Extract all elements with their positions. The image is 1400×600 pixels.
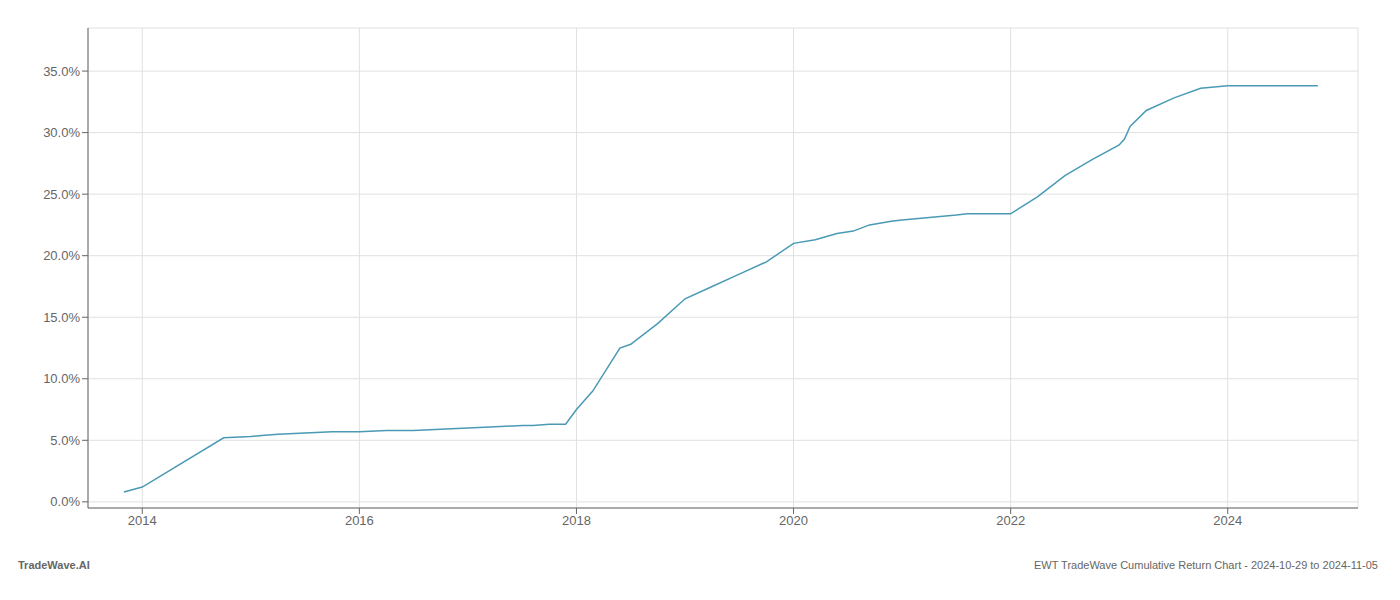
svg-text:0.0%: 0.0% (50, 494, 80, 509)
svg-text:10.0%: 10.0% (43, 371, 80, 386)
svg-text:2022: 2022 (996, 513, 1025, 528)
svg-text:35.0%: 35.0% (43, 64, 80, 79)
html-text:EWT TradeWave Cumulative Retur: EWT TradeWave Cumulative Return Chart - … (1034, 559, 1378, 571)
svg-text:2018: 2018 (562, 513, 591, 528)
svg-text:2020: 2020 (779, 513, 808, 528)
svg-text:2016: 2016 (345, 513, 374, 528)
svg-text:2024: 2024 (1213, 513, 1242, 528)
svg-text:15.0%: 15.0% (43, 310, 80, 325)
svg-text:20.0%: 20.0% (43, 248, 80, 263)
html-text:TradeWave.AI: TradeWave.AI (18, 559, 90, 571)
svg-text:2014: 2014 (128, 513, 157, 528)
svg-text:25.0%: 25.0% (43, 187, 80, 202)
svg-text:5.0%: 5.0% (50, 433, 80, 448)
svg-text:30.0%: 30.0% (43, 125, 80, 140)
